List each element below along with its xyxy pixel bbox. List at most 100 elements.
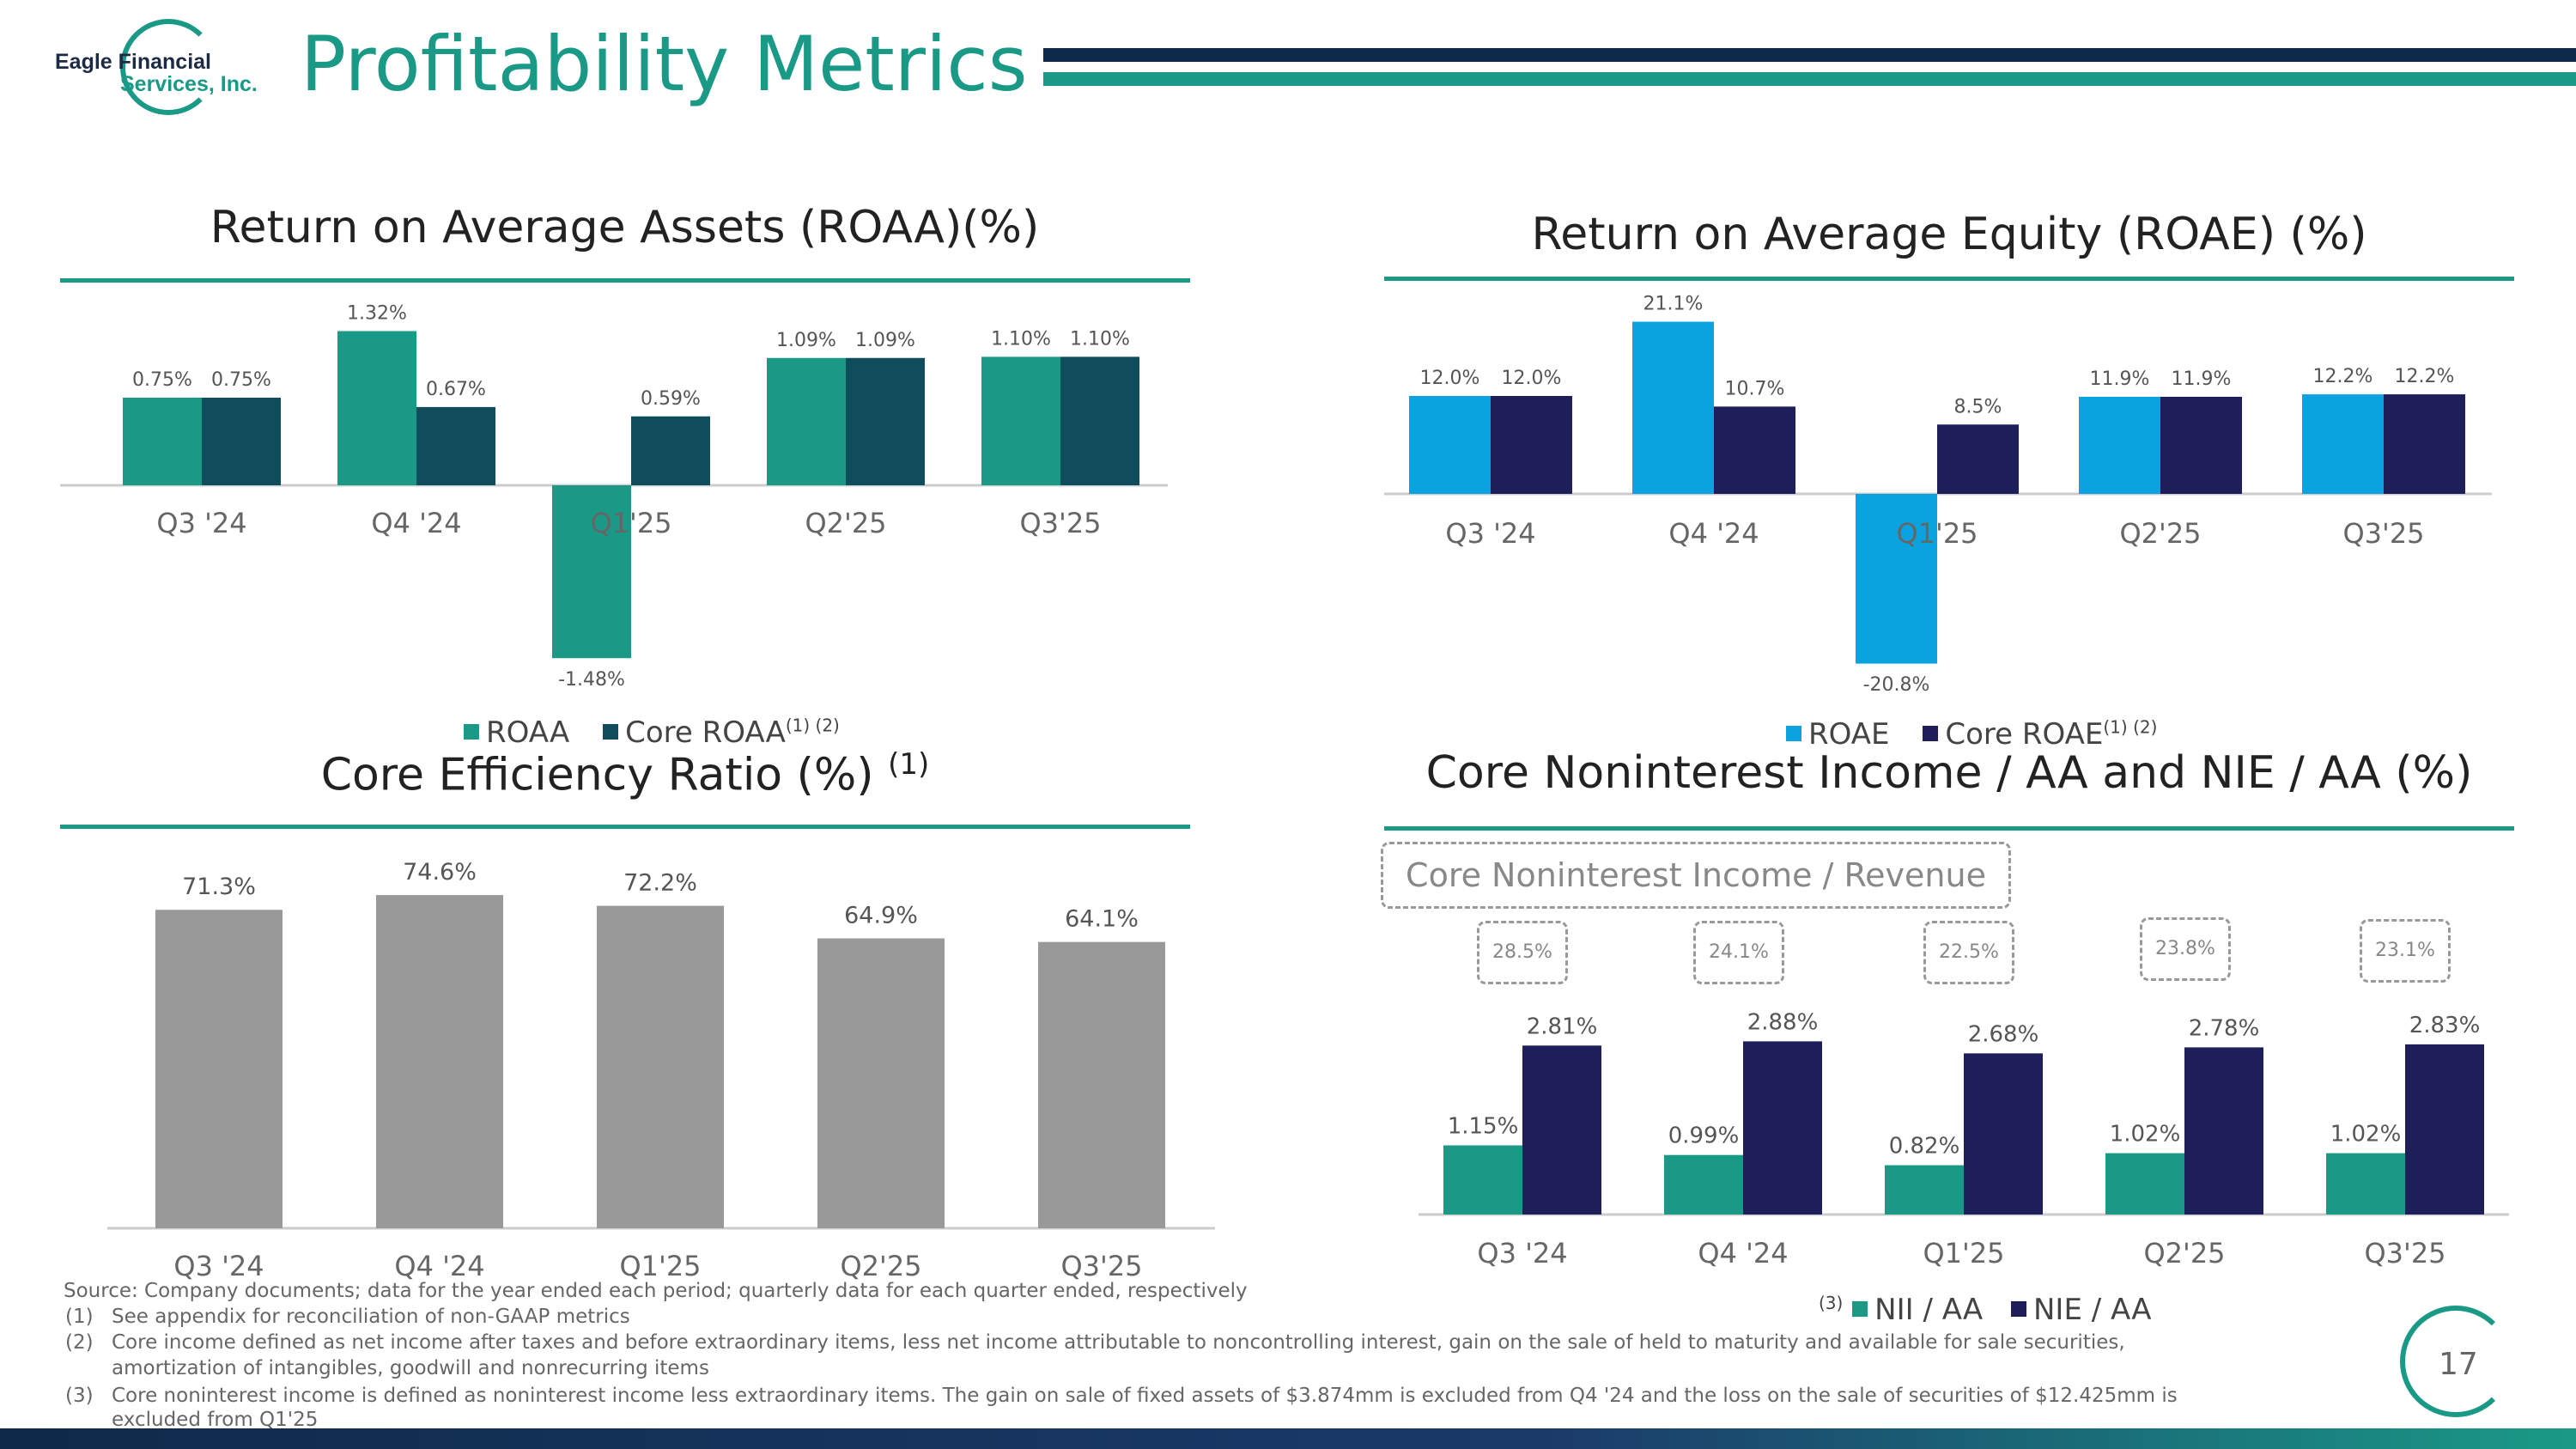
roae-bar-roae <box>2302 394 2384 494</box>
nii-bar-nii-aa <box>2105 1153 2184 1215</box>
footnote-text: Core noninterest income is defined as no… <box>112 1385 2178 1407</box>
legend-swatch <box>603 723 619 740</box>
roaa-bar-core-roaa <box>202 398 281 485</box>
nii-category-label: Q2'25 <box>2143 1237 2225 1269</box>
roae-bar-core-roae <box>2160 396 2242 494</box>
nii-bar-nii-aa <box>2326 1153 2405 1215</box>
roae-data-label: 12.0% <box>1420 368 1480 389</box>
eff-data-label: 72.2% <box>623 870 697 897</box>
legend-swatch <box>1923 725 1939 741</box>
nii-data-label: 2.68% <box>1968 1021 2039 1047</box>
annotation-box: 24.1% <box>1693 921 1784 984</box>
legend-label-nie: NIE / AA <box>2033 1293 2152 1328</box>
roaa-category-label: Q1'25 <box>590 507 671 539</box>
legend-label-nii: NII / AA <box>1874 1293 1984 1328</box>
nii-category-label: Q4 '24 <box>1698 1237 1788 1269</box>
roaa-bar-core-roaa <box>631 416 710 485</box>
roaa-data-label: 1.10% <box>1070 328 1130 350</box>
roaa-data-label: 1.32% <box>347 302 407 324</box>
nii-bar-nie-aa <box>1964 1053 2043 1215</box>
logo-line2: Services, Inc. <box>120 72 258 96</box>
roae-data-label: 12.2% <box>2395 366 2455 387</box>
roae-data-label: 10.7% <box>1725 378 1785 399</box>
footnote-source: Source: Company documents; data for the … <box>64 1280 1248 1302</box>
nii-data-label: 0.99% <box>1668 1123 1740 1149</box>
roae-data-label: 12.2% <box>2313 366 2373 387</box>
nii-chart: 1.15% 2.81% Q3 '24 0.99% 2.88% Q4 '24 0.82% 2.6… <box>1419 1009 2509 1269</box>
legend-swatch <box>2011 1300 2026 1317</box>
roae-category-label: Q1'25 <box>1896 517 1978 550</box>
nii-bar-nii-aa <box>1664 1154 1743 1215</box>
footnote-num: (2) <box>65 1331 94 1354</box>
footnote-text: See appendix for reconciliation of non-G… <box>112 1306 630 1328</box>
nii-data-label: 2.88% <box>1747 1009 1819 1035</box>
annotation-box: 23.8% <box>2140 917 2231 981</box>
eff-data-label: 64.9% <box>844 903 918 929</box>
footnote-text-cont: amortization of intangibles, goodwill an… <box>112 1357 709 1379</box>
roae-bar-core-roae <box>2384 394 2465 494</box>
nii-data-label: 1.02% <box>2330 1122 2402 1148</box>
roaa-bar-roaa <box>767 357 846 485</box>
nii-legend: (3) NII / AA NIE / AA <box>1819 1293 2151 1327</box>
header-bar-navy <box>1043 48 2576 62</box>
nii-title: Core Noninterest Income / AA and NIE / A… <box>1425 747 2473 799</box>
roae-data-label: 11.9% <box>2172 368 2232 390</box>
roae-category-label: Q2'25 <box>2119 517 2201 550</box>
roae-category-label: Q3 '24 <box>1445 517 1535 550</box>
roaa-bar-roaa <box>552 485 631 659</box>
eff-category-label: Q3 '24 <box>173 1250 264 1282</box>
roaa-data-label: 1.10% <box>991 328 1051 350</box>
legend-label-roaa: ROAA <box>486 715 570 751</box>
roaa-data-label: -1.48% <box>558 669 625 691</box>
eff-category-label: Q1'25 <box>619 1250 701 1282</box>
nii-bar-nie-aa <box>2405 1044 2484 1215</box>
annotation-box: 28.5% <box>1477 921 1568 984</box>
footnote-num: (1) <box>65 1306 94 1328</box>
eff-data-label: 64.1% <box>1065 906 1139 933</box>
nii-rule <box>1384 826 2514 831</box>
eff-category-label: Q2'25 <box>840 1250 921 1282</box>
roae-data-label: 12.0% <box>1502 368 1562 389</box>
eff-title-sup: (1) <box>888 747 930 782</box>
legend-label-core-roae: Core ROAE <box>1945 717 2104 752</box>
eff-category-label: Q4 '24 <box>394 1250 484 1282</box>
roae-data-label: 11.9% <box>2090 368 2150 390</box>
roaa-rule <box>60 278 1190 283</box>
nii-data-label: 0.82% <box>1889 1134 1960 1160</box>
legend-sup: (1) (2) <box>785 715 840 736</box>
annotation-box: 23.1% <box>2360 919 2451 983</box>
roae-bar-roae <box>1632 321 1714 494</box>
eff-category-label: Q3'25 <box>1060 1250 1142 1282</box>
nii-category-label: Q3'25 <box>2364 1237 2445 1269</box>
roae-rule <box>1384 277 2514 281</box>
roaa-data-label: 0.67% <box>426 379 486 400</box>
legend-swatch <box>464 723 479 740</box>
annotation-box: 22.5% <box>1923 921 2014 984</box>
legend-swatch <box>1852 1300 1868 1317</box>
nii-data-label: 1.02% <box>2110 1122 2181 1148</box>
roae-category-label: Q4 '24 <box>1668 517 1759 550</box>
footnote-text-cont: excluded from Q1'25 <box>112 1409 319 1431</box>
eff-bar-core-efficiency-ratio <box>597 905 724 1228</box>
nii-bar-nie-aa <box>1522 1045 1601 1215</box>
page-number-arc <box>2400 1306 2512 1417</box>
nii-legend-nii: NII / AA <box>1852 1293 1983 1327</box>
nii-data-label: 1.15% <box>1448 1114 1519 1140</box>
eff-bar-core-efficiency-ratio <box>817 938 945 1228</box>
eff-title: Core Efficiency Ratio (%) (1) <box>60 747 1190 801</box>
eff-bar-core-efficiency-ratio <box>376 895 503 1228</box>
roaa-category-label: Q3 '24 <box>156 507 246 539</box>
roaa-data-label: 0.59% <box>641 388 701 410</box>
footer-bar <box>0 1428 2576 1449</box>
roae-category-label: Q3'25 <box>2342 517 2424 550</box>
nii-legend-nie: NIE / AA <box>2011 1293 2151 1327</box>
nii-bar-nii-aa <box>1885 1165 1964 1215</box>
nii-data-label: 2.81% <box>1527 1014 1598 1039</box>
roaa-bar-core-roaa <box>416 406 495 485</box>
roaa-legend-core: Core ROAA(1) (2) <box>603 715 840 750</box>
roae-bar-roae <box>1409 396 1491 494</box>
roae-legend-roae: ROAE <box>1786 717 1890 752</box>
eff-chart: 71.3% Q3 '24 74.6% Q4 '24 72.2% Q1'25 64.9% Q2'… <box>107 859 1215 1282</box>
roaa-bar-roaa <box>337 331 416 485</box>
eff-bar-core-efficiency-ratio <box>1038 941 1165 1228</box>
